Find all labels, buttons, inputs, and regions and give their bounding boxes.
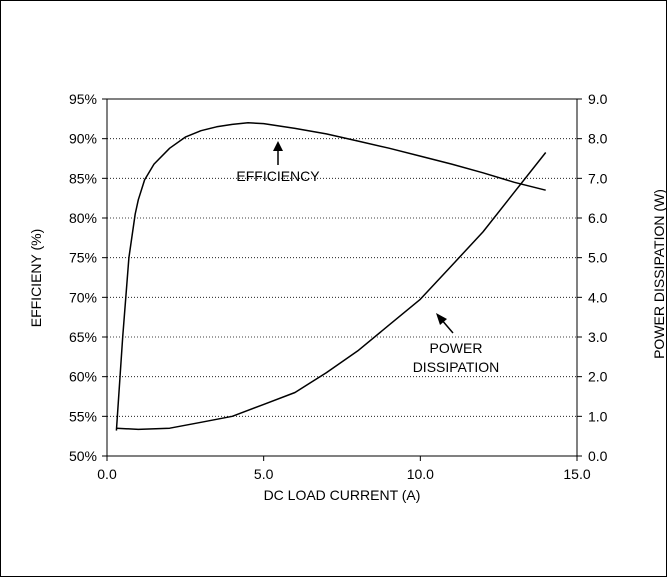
y-right-tick-label: 8.0	[588, 131, 608, 147]
y-left-tick-label: 75%	[69, 250, 97, 266]
x-tick-label: 0.0	[97, 466, 117, 482]
series-lines	[115, 122, 547, 431]
y-right-tick-label: 4.0	[588, 289, 608, 305]
annotation-efficiency-arrowhead	[273, 141, 283, 151]
axis-ticks: 50% 0.055% 1.060% 2.065% 3.070% 4.075% 5.080% 6…	[69, 91, 608, 482]
y-left-tick-label: 55%	[69, 408, 97, 424]
y-right-tick-label: 6.0	[588, 210, 608, 226]
grid-lines	[107, 138, 577, 417]
y-left-tick-label: 95%	[69, 91, 97, 107]
x-tick-label: 10.0	[407, 466, 434, 482]
x-tick-label: 15.0	[563, 466, 590, 482]
annotation-dissipation: DISSIPATION	[413, 359, 500, 375]
y-right-tick-label: 1.0	[588, 408, 608, 424]
annotation-power: POWER	[430, 340, 483, 356]
y-right-tick-label: 2.0	[588, 369, 608, 385]
y-left-tick-label: 80%	[69, 210, 97, 226]
x-tick-label: 5.0	[254, 466, 274, 482]
y-left-tick-label: 50%	[69, 448, 97, 464]
y-right-axis-label: POWER DISSIPATION (W)	[651, 189, 667, 359]
y-right-tick-label: 0.0	[588, 448, 608, 464]
y-right-tick-label: 9.0	[588, 91, 608, 107]
power-dissipation-line	[116, 152, 547, 431]
x-axis-label: DC LOAD CURRENT (A)	[264, 487, 421, 503]
y-left-tick-label: 70%	[69, 289, 97, 305]
plot-area	[106, 98, 578, 457]
y-left-tick-label: 90%	[69, 131, 97, 147]
y-left-tick-label: 85%	[69, 170, 97, 186]
annotation-efficiency: EFFICIENCY	[236, 168, 320, 184]
efficiency-line	[115, 122, 546, 431]
y-left-tick-label: 60%	[69, 369, 97, 385]
y-right-tick-label: 3.0	[588, 329, 608, 345]
y-right-tick-label: 5.0	[588, 250, 608, 266]
y-left-axis-label: EFFICIENY (%)	[28, 229, 44, 328]
annotation-power-arrowhead	[436, 313, 447, 325]
y-left-tick-label: 65%	[69, 329, 97, 345]
y-right-tick-label: 7.0	[588, 170, 608, 186]
